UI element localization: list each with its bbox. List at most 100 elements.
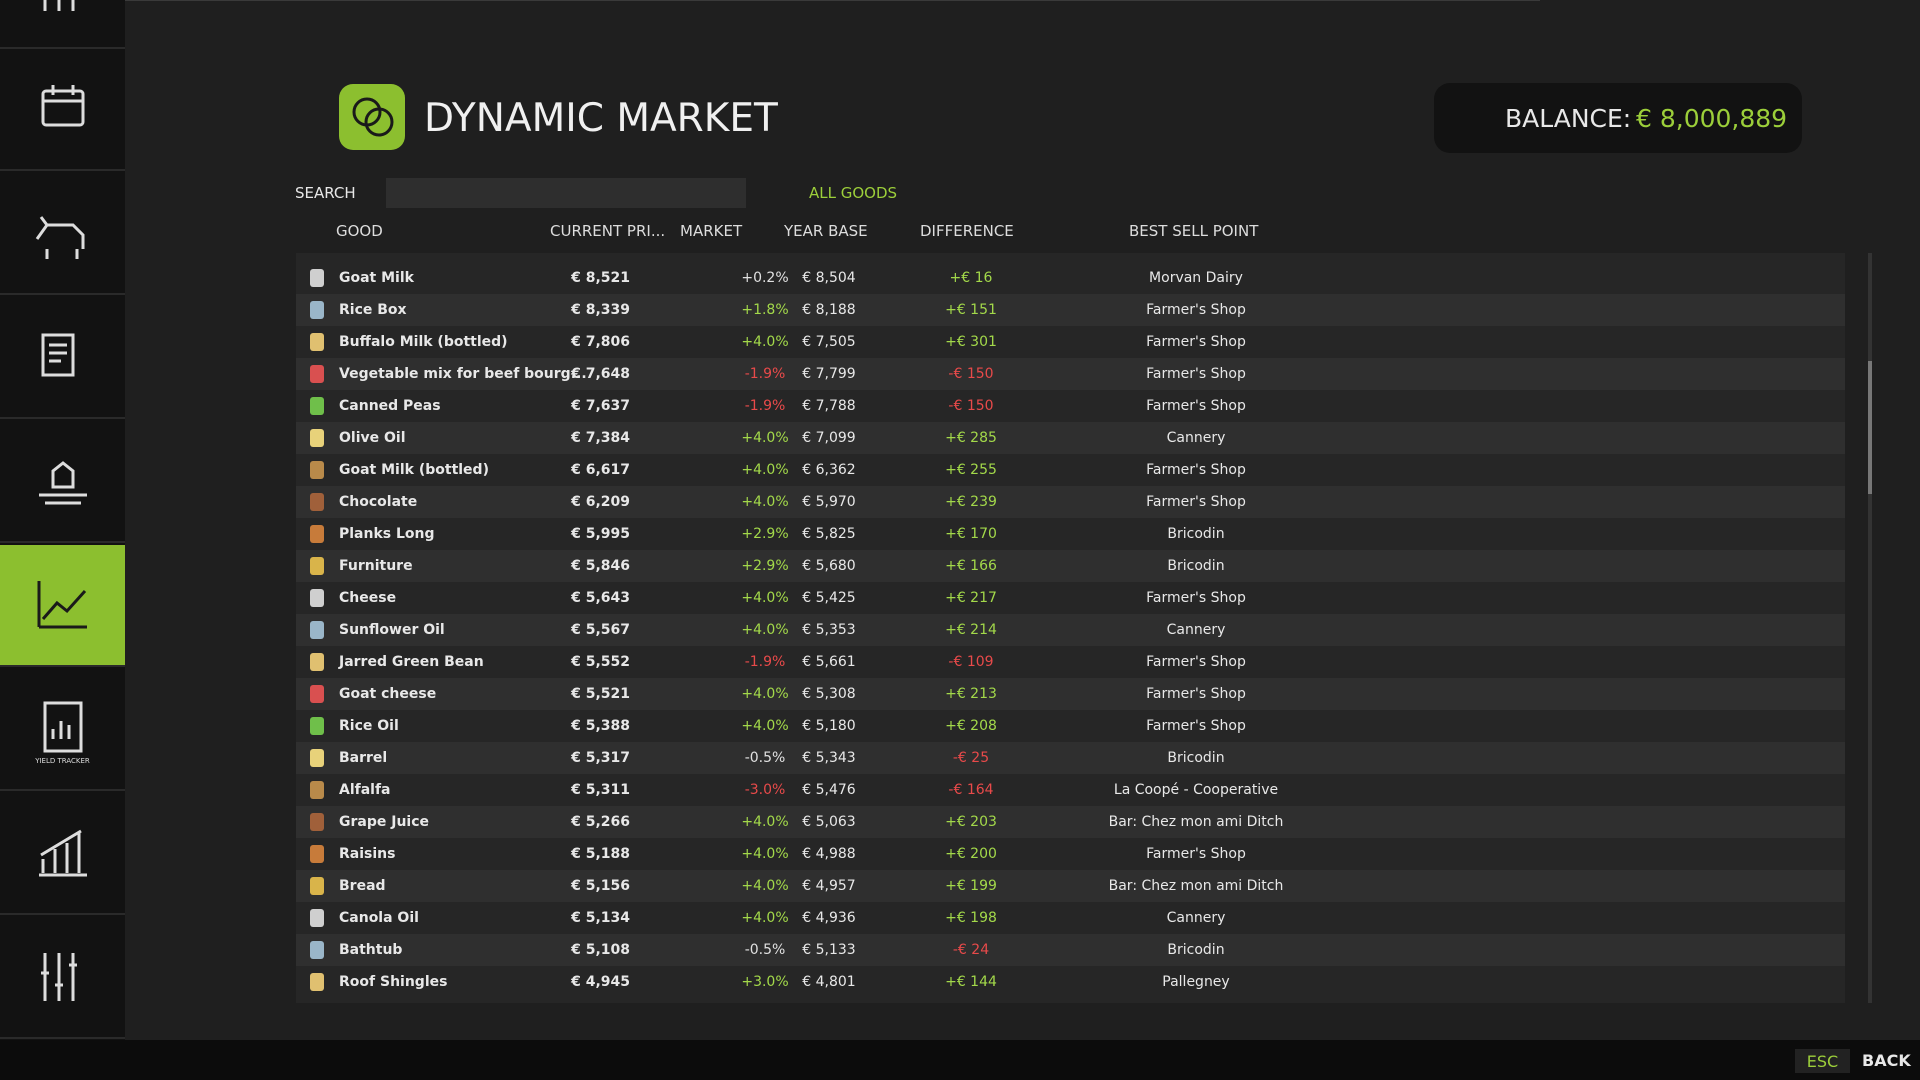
column-header[interactable]: CURRENT PRI... bbox=[550, 222, 666, 240]
best-sell-point: Bar: Chez mon ami Ditch bbox=[1108, 814, 1284, 830]
good-icon bbox=[310, 813, 324, 831]
good-icon bbox=[310, 909, 324, 927]
year-base: € 5,425 bbox=[802, 590, 856, 606]
nav-item[interactable] bbox=[0, 545, 125, 667]
year-base: € 5,063 bbox=[802, 814, 856, 830]
nav-icon bbox=[38, 461, 87, 505]
column-header[interactable]: MARKET bbox=[680, 222, 743, 240]
table-row[interactable]: Goat cheese € 5,521 +4.0% € 5,308 +€ 213 Farm… bbox=[296, 678, 1845, 710]
good-name: Barrel bbox=[339, 750, 388, 766]
table-row[interactable]: Rice Box € 8,339 +1.8% € 8,188 +€ 151 Farmer'… bbox=[296, 294, 1845, 326]
good-name: Canola Oil bbox=[339, 910, 419, 926]
current-price: € 5,266 bbox=[571, 814, 630, 830]
best-sell-point: Bricodin bbox=[1167, 750, 1225, 766]
market-change: +4.0% bbox=[741, 814, 789, 830]
market-change: +4.0% bbox=[741, 878, 789, 894]
good-icon bbox=[310, 397, 324, 415]
column-header[interactable]: GOOD bbox=[336, 222, 383, 240]
table-row[interactable]: Canola Oil € 5,134 +4.0% € 4,936 +€ 198 Canne… bbox=[296, 902, 1845, 934]
year-base: € 5,825 bbox=[802, 526, 856, 542]
category-filter[interactable]: ALL GOODS bbox=[809, 184, 898, 202]
column-header[interactable]: DIFFERENCE bbox=[920, 222, 1014, 240]
market-change: +4.0% bbox=[741, 590, 789, 606]
table-row[interactable]: Grape Juice € 5,266 +4.0% € 5,063 +€ 203 Bar:… bbox=[296, 806, 1845, 838]
current-price: € 5,188 bbox=[571, 846, 630, 862]
good-name: Sunflower Oil bbox=[339, 622, 445, 638]
market-change: -1.9% bbox=[744, 654, 786, 670]
good-name: Goat Milk bbox=[339, 270, 414, 286]
table-row[interactable]: Sunflower Oil € 5,567 +4.0% € 5,353 +€ 214 Ca… bbox=[296, 614, 1845, 646]
difference: +€ 217 bbox=[945, 590, 997, 606]
nav-item[interactable]: YIELD TRACKER bbox=[0, 669, 125, 791]
table-row[interactable]: Planks Long € 5,995 +2.9% € 5,825 +€ 170 Bric… bbox=[296, 518, 1845, 550]
best-sell-point: Cannery bbox=[1166, 622, 1226, 638]
nav-item[interactable] bbox=[0, 173, 125, 295]
nav-item[interactable] bbox=[0, 421, 125, 543]
table-row[interactable]: Raisins € 5,188 +4.0% € 4,988 +€ 200 Farmer's… bbox=[296, 838, 1845, 870]
nav-item[interactable] bbox=[0, 793, 125, 915]
header-rule bbox=[0, 0, 1540, 1]
table-row[interactable]: Alfalfa € 5,311 -3.0% € 5,476 -€ 164 La Coopé… bbox=[296, 774, 1845, 806]
balance-label: BALANCE: bbox=[1505, 104, 1632, 133]
table-row[interactable]: Goat Milk € 8,521 +0.2% € 8,504 +€ 16 Morvan … bbox=[296, 262, 1845, 294]
search-input[interactable] bbox=[386, 178, 746, 208]
table-row[interactable]: Canned Peas € 7,637 -1.9% € 7,788 -€ 150 Farm… bbox=[296, 390, 1845, 422]
balance-box bbox=[1434, 83, 1802, 153]
table-row[interactable]: Olive Oil € 7,384 +4.0% € 7,099 +€ 285 Canner… bbox=[296, 422, 1845, 454]
nav-icon bbox=[43, 0, 74, 11]
year-base: € 7,505 bbox=[802, 334, 856, 350]
table-row[interactable]: Chocolate € 6,209 +4.0% € 5,970 +€ 239 Farmer… bbox=[296, 486, 1845, 518]
table-row[interactable]: Bathtub € 5,108 -0.5% € 5,133 -€ 24 Bricodin bbox=[296, 934, 1845, 966]
market-change: +2.9% bbox=[741, 558, 789, 574]
difference: +€ 16 bbox=[949, 270, 993, 286]
year-base: € 7,099 bbox=[802, 430, 856, 446]
column-header[interactable]: YEAR BASE bbox=[784, 222, 868, 240]
table-row[interactable]: Buffalo Milk (bottled) € 7,806 +4.0% € 7,50… bbox=[296, 326, 1845, 358]
good-name: Alfalfa bbox=[339, 782, 391, 798]
back-action[interactable]: BACK bbox=[1862, 1051, 1911, 1070]
nav-item[interactable] bbox=[0, 49, 125, 171]
table-row[interactable]: Rice Oil € 5,388 +4.0% € 5,180 +€ 208 Farmer'… bbox=[296, 710, 1845, 742]
difference: +€ 144 bbox=[945, 974, 997, 990]
year-base: € 5,133 bbox=[802, 942, 856, 958]
nav-item[interactable] bbox=[0, 0, 125, 49]
nav-icon bbox=[41, 333, 74, 377]
good-name: Rice Oil bbox=[339, 718, 399, 734]
difference: -€ 150 bbox=[948, 398, 994, 414]
column-header[interactable]: BEST SELL POINT bbox=[1129, 222, 1259, 240]
good-icon bbox=[310, 493, 324, 511]
header-icon bbox=[339, 84, 405, 150]
table-row[interactable]: Goat Milk (bottled) € 6,617 +4.0% € 6,362 +€… bbox=[296, 454, 1845, 486]
year-base: € 5,476 bbox=[802, 782, 856, 798]
best-sell-point: Farmer's Shop bbox=[1146, 686, 1246, 702]
year-base: € 5,353 bbox=[802, 622, 856, 638]
scrollbar[interactable] bbox=[1868, 253, 1872, 1003]
best-sell-point: Farmer's Shop bbox=[1146, 302, 1246, 318]
market-change: -0.5% bbox=[744, 942, 786, 958]
table-row[interactable]: Cheese € 5,643 +4.0% € 5,425 +€ 217 Farmer's … bbox=[296, 582, 1845, 614]
market-change: -1.9% bbox=[744, 366, 786, 382]
scroll-thumb[interactable] bbox=[1868, 361, 1872, 494]
good-name: Canned Peas bbox=[339, 398, 441, 414]
table-row[interactable]: Bread € 5,156 +4.0% € 4,957 +€ 199 Bar: Chez … bbox=[296, 870, 1845, 902]
current-price: € 5,388 bbox=[571, 718, 630, 734]
good-icon bbox=[310, 557, 324, 575]
best-sell-point: Pallegney bbox=[1162, 974, 1230, 990]
table-row[interactable]: Jarred Green Bean € 5,552 -1.9% € 5,661 -€ 1… bbox=[296, 646, 1845, 678]
nav-item[interactable] bbox=[0, 297, 125, 419]
table-row[interactable]: Barrel € 5,317 -0.5% € 5,343 -€ 25 Bricodin bbox=[296, 742, 1845, 774]
table-row[interactable]: Roof Shingles € 4,945 +3.0% € 4,801 +€ 144 Pa… bbox=[296, 966, 1845, 998]
difference: +€ 285 bbox=[945, 430, 997, 446]
current-price: € 5,995 bbox=[571, 526, 630, 542]
good-icon bbox=[310, 525, 324, 543]
current-price: € 6,617 bbox=[571, 462, 630, 478]
table-row[interactable]: Vegetable mix for beef bourg... € 7,648 -1… bbox=[296, 358, 1845, 390]
current-price: € 7,637 bbox=[571, 398, 630, 414]
best-sell-point: La Coopé - Cooperative bbox=[1113, 782, 1279, 798]
esc-key[interactable]: ESC bbox=[1795, 1049, 1850, 1073]
good-icon bbox=[310, 621, 324, 639]
nav-item[interactable] bbox=[0, 917, 125, 1039]
current-price: € 7,806 bbox=[571, 334, 630, 350]
table-row[interactable]: Furniture € 5,846 +2.9% € 5,680 +€ 166 Bricod… bbox=[296, 550, 1845, 582]
current-price: € 7,384 bbox=[571, 430, 630, 446]
